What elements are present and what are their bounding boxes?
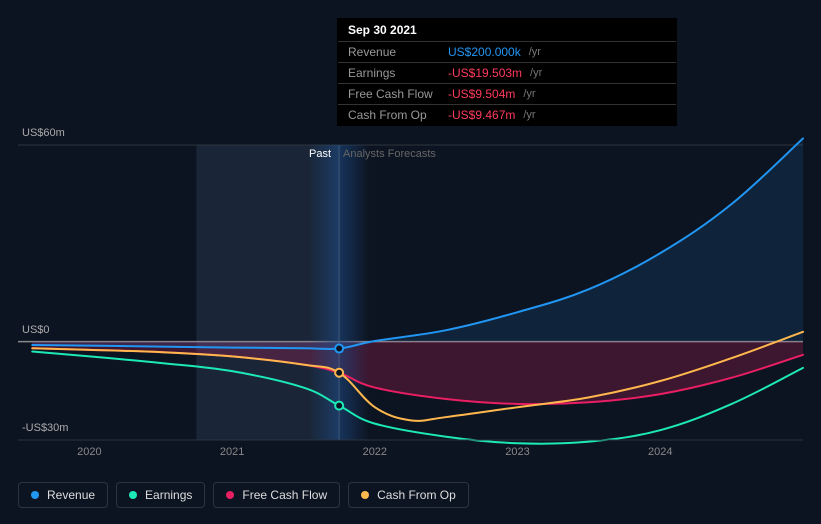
tooltip-row-suffix: /yr [529,46,541,58]
legend-label: Earnings [145,488,192,502]
tooltip-row-fcf: Free Cash Flow -US$9.504m /yr [338,83,676,104]
tooltip-row-value: US$200.000k [448,45,521,59]
legend-label: Free Cash Flow [242,488,327,502]
legend-dot-icon [361,491,369,499]
financials-chart: US$60m US$0 -US$30m 2020 2021 2022 2023 … [0,0,821,524]
tooltip-row-earnings: Earnings -US$19.503m /yr [338,62,676,83]
x-tick-label: 2022 [363,446,387,458]
legend-dot-icon [226,491,234,499]
tooltip-row-value: -US$9.467m [448,108,515,122]
forecast-label: Analysts Forecasts [343,148,436,160]
legend-item-cfo[interactable]: Cash From Op [348,482,469,508]
legend-item-earnings[interactable]: Earnings [116,482,205,508]
y-tick-label: US$0 [22,324,50,336]
y-tick-label: US$60m [22,127,65,139]
legend-label: Cash From Op [377,488,456,502]
x-tick-label: 2024 [648,446,672,458]
chart-tooltip: Sep 30 2021 Revenue US$200.000k /yr Earn… [337,18,677,126]
tooltip-row-label: Revenue [348,45,440,59]
tooltip-date: Sep 30 2021 [338,19,676,41]
tooltip-row-label: Earnings [348,66,440,80]
tooltip-row-label: Cash From Op [348,108,440,122]
tooltip-row-cfo: Cash From Op -US$9.467m /yr [338,104,676,125]
tooltip-row-suffix: /yr [530,67,542,79]
y-tick-label: -US$30m [22,422,68,434]
tooltip-row-value: -US$19.503m [448,66,522,80]
legend-item-fcf[interactable]: Free Cash Flow [213,482,340,508]
tooltip-row-value: -US$9.504m [448,87,515,101]
tooltip-row-revenue: Revenue US$200.000k /yr [338,41,676,62]
legend-dot-icon [31,491,39,499]
legend: Revenue Earnings Free Cash Flow Cash Fro… [18,482,469,508]
x-tick-label: 2020 [77,446,101,458]
tooltip-row-suffix: /yr [523,109,535,121]
legend-dot-icon [129,491,137,499]
tooltip-row-suffix: /yr [523,88,535,100]
tooltip-row-label: Free Cash Flow [348,87,440,101]
legend-label: Revenue [47,488,95,502]
legend-item-revenue[interactable]: Revenue [18,482,108,508]
past-label: Past [309,148,331,160]
x-tick-label: 2021 [220,446,244,458]
x-tick-label: 2023 [505,446,529,458]
